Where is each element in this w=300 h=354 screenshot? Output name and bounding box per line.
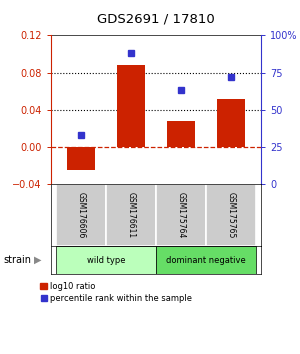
Bar xyxy=(156,184,206,246)
Text: strain: strain xyxy=(3,255,31,265)
Bar xyxy=(206,184,256,246)
Text: GSM176611: GSM176611 xyxy=(127,192,136,238)
Bar xyxy=(156,246,256,274)
Text: GDS2691 / 17810: GDS2691 / 17810 xyxy=(97,12,215,25)
Text: wild type: wild type xyxy=(87,256,125,265)
Text: GSM176606: GSM176606 xyxy=(76,192,85,238)
Bar xyxy=(56,246,156,274)
Bar xyxy=(167,121,195,147)
Bar xyxy=(56,184,106,246)
Bar xyxy=(106,184,156,246)
Legend: log10 ratio, percentile rank within the sample: log10 ratio, percentile rank within the … xyxy=(40,282,192,303)
Text: ▶: ▶ xyxy=(34,255,41,265)
Bar xyxy=(117,65,145,147)
Text: dominant negative: dominant negative xyxy=(166,256,246,265)
Bar xyxy=(217,98,245,147)
Bar xyxy=(67,147,95,170)
Text: GSM175765: GSM175765 xyxy=(226,192,236,238)
Text: GSM175764: GSM175764 xyxy=(176,192,185,238)
